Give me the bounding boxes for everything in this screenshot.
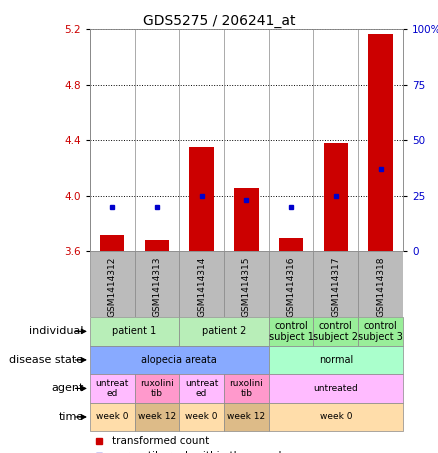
Bar [134,403,179,431]
Text: patient 1: patient 1 [113,326,157,337]
Bar [358,317,403,346]
Bar [314,317,358,346]
Bar [100,235,124,251]
Bar [134,374,179,403]
Text: GSM1414317: GSM1414317 [332,257,340,317]
Text: control
subject 3: control subject 3 [358,321,403,342]
Text: control
subject 1: control subject 1 [268,321,314,342]
Bar [179,403,224,431]
Text: agent: agent [51,383,84,394]
Text: week 0: week 0 [320,413,352,421]
Text: GDS5275 / 206241_at: GDS5275 / 206241_at [143,14,295,28]
Text: ruxolini
tib: ruxolini tib [230,379,263,398]
Bar [269,374,403,403]
Bar [145,240,169,251]
Bar [224,251,269,317]
Bar [358,251,403,317]
Text: week 0: week 0 [185,413,218,421]
Text: individual: individual [29,326,84,337]
Text: GSM1414315: GSM1414315 [242,257,251,317]
Text: untreat
ed: untreat ed [95,379,129,398]
Bar [189,147,214,251]
Text: normal: normal [319,355,353,365]
Bar [224,374,269,403]
Text: alopecia areata: alopecia areata [141,355,217,365]
Text: ruxolini
tib: ruxolini tib [140,379,174,398]
Text: patient 2: patient 2 [202,326,246,337]
Text: GSM1414316: GSM1414316 [286,257,296,317]
Text: GSM1414312: GSM1414312 [108,257,117,317]
Text: GSM1414314: GSM1414314 [197,257,206,317]
Text: untreat
ed: untreat ed [185,379,218,398]
Text: untreated: untreated [314,384,358,393]
Bar [224,403,269,431]
Bar [179,251,224,317]
Bar [134,251,179,317]
Text: percentile rank within the sample: percentile rank within the sample [112,451,288,453]
Bar [90,403,134,431]
Bar [279,237,304,251]
Text: GSM1414318: GSM1414318 [376,257,385,317]
Text: disease state: disease state [9,355,84,365]
Bar [269,251,314,317]
Bar [269,317,314,346]
Bar [234,188,259,251]
Bar [90,374,134,403]
Bar [324,143,348,251]
Bar [179,317,269,346]
Bar [179,374,224,403]
Text: control
subject 2: control subject 2 [313,321,358,342]
Bar [269,403,403,431]
Bar [314,251,358,317]
Bar [90,251,134,317]
Bar [368,34,393,251]
Bar [90,317,179,346]
Bar [269,346,403,374]
Text: time: time [58,412,84,422]
Text: week 12: week 12 [227,413,265,421]
Text: week 12: week 12 [138,413,176,421]
Text: week 0: week 0 [96,413,128,421]
Text: transformed count: transformed count [112,436,209,446]
Text: GSM1414313: GSM1414313 [152,257,161,317]
Bar [90,346,269,374]
